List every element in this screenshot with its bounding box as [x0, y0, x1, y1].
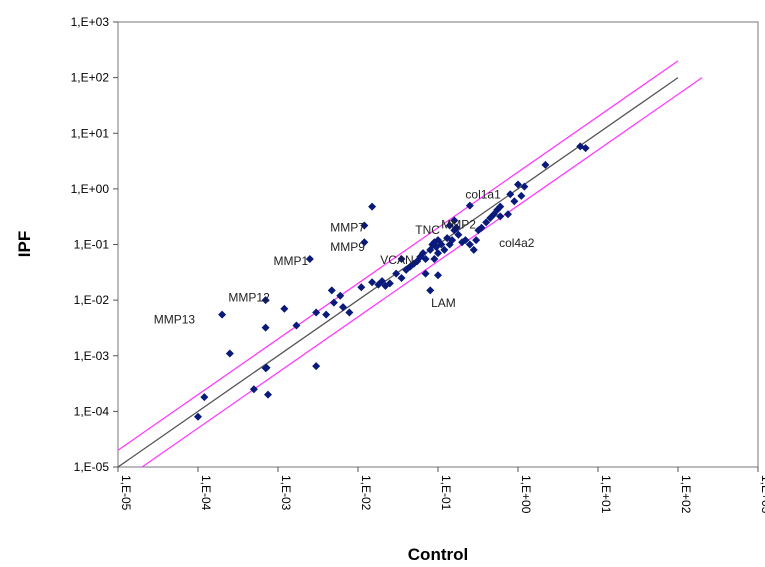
data-point — [472, 236, 481, 245]
data-point — [327, 286, 336, 295]
point-label: MMP7 — [330, 221, 365, 235]
data-point — [514, 180, 522, 189]
point-label: col1a1 — [465, 188, 501, 202]
data-point — [541, 160, 550, 169]
y-tick-label: 1,E+01 — [71, 126, 110, 140]
data-point — [339, 303, 348, 312]
data-point — [581, 144, 590, 153]
data-point — [357, 283, 366, 292]
data-point — [261, 323, 270, 332]
data-point — [520, 182, 529, 191]
data-point — [517, 191, 526, 200]
y-tick-label: 1,E-02 — [74, 293, 110, 307]
data-point — [510, 197, 519, 206]
data-point — [249, 385, 258, 394]
x-axis-ticks: 1,E-05 1,E-04 1,E-03 1,E-02 1,E-01 1,E+00 1,E+… — [117, 467, 765, 514]
data-point — [440, 245, 449, 254]
data-point — [345, 308, 354, 317]
data-point — [397, 254, 406, 263]
data-points — [194, 142, 590, 421]
y-tick-label: 1,E-04 — [74, 404, 110, 418]
point-label: TNC — [415, 223, 440, 237]
data-point — [322, 310, 331, 319]
data-point — [496, 212, 505, 221]
y-axis-ticks: 1,E-05 1,E-04 1,E-03 1,E-02 1,E-01 1,E+00 1,E+… — [71, 15, 118, 474]
data-point — [329, 298, 338, 307]
data-point — [360, 221, 369, 230]
point-label: LAM — [431, 296, 456, 310]
point-label: VCAN — [380, 253, 413, 267]
data-point — [430, 254, 439, 263]
reference-line-lower — [141, 77, 703, 468]
data-point — [397, 273, 406, 282]
data-point — [482, 218, 491, 227]
data-point — [477, 223, 486, 232]
data-point — [454, 230, 463, 239]
point-label: col4a2 — [499, 236, 535, 250]
x-tick-label: 1,E-01 — [439, 475, 453, 511]
x-axis-title: Control — [408, 545, 468, 564]
data-point — [368, 278, 377, 287]
data-point — [392, 269, 401, 278]
data-point — [261, 296, 270, 305]
data-point — [312, 362, 321, 371]
y-tick-label: 1,E-01 — [74, 238, 110, 252]
data-point — [434, 249, 442, 258]
data-point — [218, 310, 227, 319]
data-point — [194, 412, 202, 421]
data-point — [461, 236, 470, 245]
x-tick-label: 1,E+01 — [599, 475, 613, 514]
data-point — [305, 254, 314, 263]
point-label: MMP2 — [441, 217, 476, 231]
data-point — [506, 190, 515, 199]
y-tick-label: 1,E-03 — [74, 349, 110, 363]
y-tick-label: 1,E+03 — [71, 15, 110, 29]
data-point — [437, 240, 446, 249]
data-point — [448, 236, 457, 245]
x-tick-label: 1,E-03 — [279, 475, 293, 511]
data-point — [421, 254, 430, 263]
data-point — [360, 238, 369, 247]
data-point — [419, 249, 428, 258]
data-point — [496, 202, 505, 211]
data-point — [469, 245, 478, 254]
x-tick-label: 1,E-05 — [119, 475, 133, 511]
y-tick-label: 1,E+00 — [71, 182, 110, 196]
y-tick-label: 1,E+02 — [71, 71, 110, 85]
data-point — [262, 363, 271, 372]
data-point — [264, 390, 273, 399]
data-point — [385, 279, 394, 288]
y-tick-label: 1,E-05 — [74, 460, 110, 474]
data-point — [465, 240, 474, 249]
point-label: MMP13 — [154, 312, 196, 326]
data-point — [434, 271, 442, 280]
data-point — [450, 216, 459, 225]
point-annotations: MMP13 MMP12 MMP1 MMP9 MMP7 VCAN TNC MMP2 col1a1 c… — [154, 188, 535, 327]
data-point — [421, 269, 430, 278]
data-point — [426, 286, 435, 295]
data-point — [225, 349, 234, 358]
data-point — [200, 393, 209, 402]
data-point — [292, 321, 301, 330]
x-tick-label: 1,E+02 — [679, 475, 693, 514]
data-point — [465, 201, 474, 210]
y-axis-title: IPF — [15, 231, 34, 257]
x-tick-label: 1,E+00 — [519, 475, 533, 514]
data-point — [368, 202, 377, 211]
x-tick-label: 1,E-02 — [359, 475, 373, 511]
data-point — [280, 304, 289, 313]
data-point — [445, 221, 454, 230]
data-point — [452, 223, 461, 232]
point-label: MMP12 — [228, 290, 270, 304]
data-point — [336, 291, 345, 300]
reference-line-upper — [117, 60, 679, 451]
data-point — [378, 277, 387, 286]
x-tick-label: 1,E+03 — [759, 475, 765, 514]
x-tick-label: 1,E-04 — [199, 475, 213, 511]
point-label: MMP9 — [330, 240, 365, 254]
data-point — [504, 210, 513, 219]
data-point — [312, 308, 321, 317]
point-label: MMP1 — [274, 254, 309, 268]
